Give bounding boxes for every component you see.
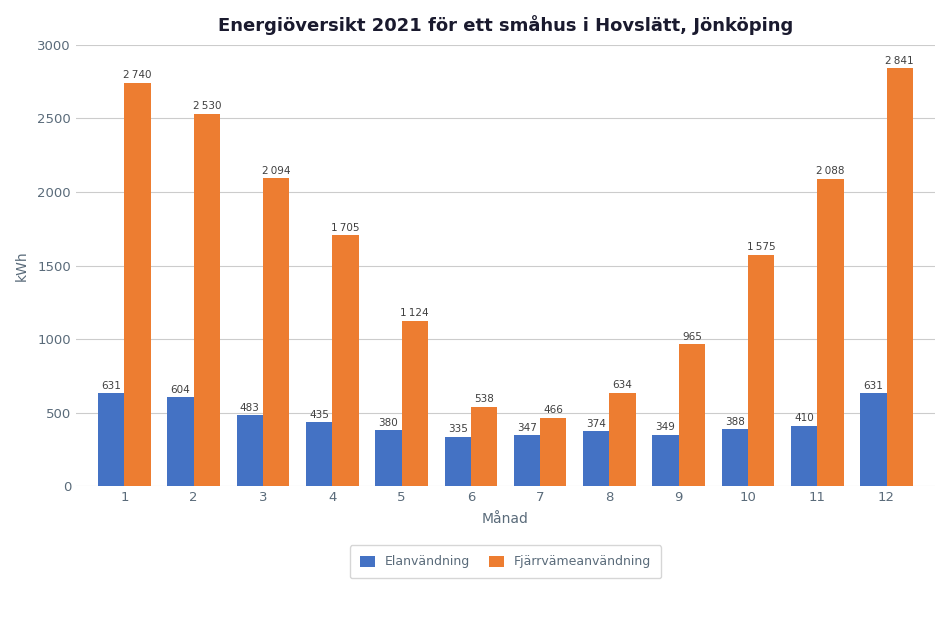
- Text: 2 530: 2 530: [193, 102, 221, 112]
- Bar: [332, 235, 358, 487]
- Bar: [124, 83, 151, 487]
- Text: 1 705: 1 705: [332, 223, 360, 233]
- Text: 538: 538: [474, 394, 494, 404]
- Bar: [306, 422, 332, 487]
- Text: 604: 604: [171, 385, 190, 395]
- Bar: [678, 345, 705, 487]
- Bar: [402, 321, 428, 487]
- Bar: [471, 407, 497, 487]
- Text: 466: 466: [543, 405, 563, 415]
- Bar: [514, 435, 541, 487]
- Text: 2 740: 2 740: [124, 70, 152, 80]
- Bar: [583, 431, 609, 487]
- Legend: Elanvändning, Fjärrvämeanvändning: Elanvändning, Fjärrvämeanvändning: [350, 546, 661, 579]
- Bar: [541, 417, 566, 487]
- Text: 631: 631: [864, 381, 884, 391]
- Bar: [167, 397, 194, 487]
- Bar: [445, 437, 471, 487]
- Title: Energiöversikt 2021 för ett småhus i Hovslätt, Jönköping: Energiöversikt 2021 för ett småhus i Hov…: [218, 15, 793, 35]
- Bar: [375, 430, 402, 487]
- Text: 634: 634: [613, 380, 633, 391]
- Text: 388: 388: [725, 417, 745, 427]
- Text: 374: 374: [586, 419, 606, 429]
- Bar: [609, 393, 636, 487]
- Text: 2 094: 2 094: [262, 166, 291, 176]
- Bar: [817, 179, 844, 487]
- Bar: [194, 114, 220, 487]
- Text: 410: 410: [794, 413, 814, 423]
- Text: 335: 335: [447, 424, 467, 434]
- Bar: [791, 426, 817, 487]
- Bar: [886, 69, 913, 487]
- Y-axis label: kWh: kWh: [15, 250, 29, 281]
- Bar: [653, 435, 678, 487]
- Text: 965: 965: [682, 331, 702, 341]
- X-axis label: Månad: Månad: [482, 513, 529, 526]
- Bar: [263, 178, 290, 487]
- Text: 1 575: 1 575: [747, 242, 775, 252]
- Bar: [237, 415, 263, 487]
- Text: 349: 349: [656, 422, 675, 432]
- Text: 2 841: 2 841: [885, 55, 914, 65]
- Bar: [722, 429, 748, 487]
- Text: 2 088: 2 088: [816, 166, 845, 176]
- Text: 483: 483: [240, 402, 259, 412]
- Bar: [748, 255, 774, 487]
- Text: 347: 347: [517, 422, 537, 432]
- Bar: [98, 394, 124, 487]
- Text: 1 124: 1 124: [400, 308, 429, 318]
- Text: 631: 631: [102, 381, 122, 391]
- Text: 435: 435: [309, 409, 329, 420]
- Text: 380: 380: [378, 417, 398, 428]
- Bar: [860, 394, 886, 487]
